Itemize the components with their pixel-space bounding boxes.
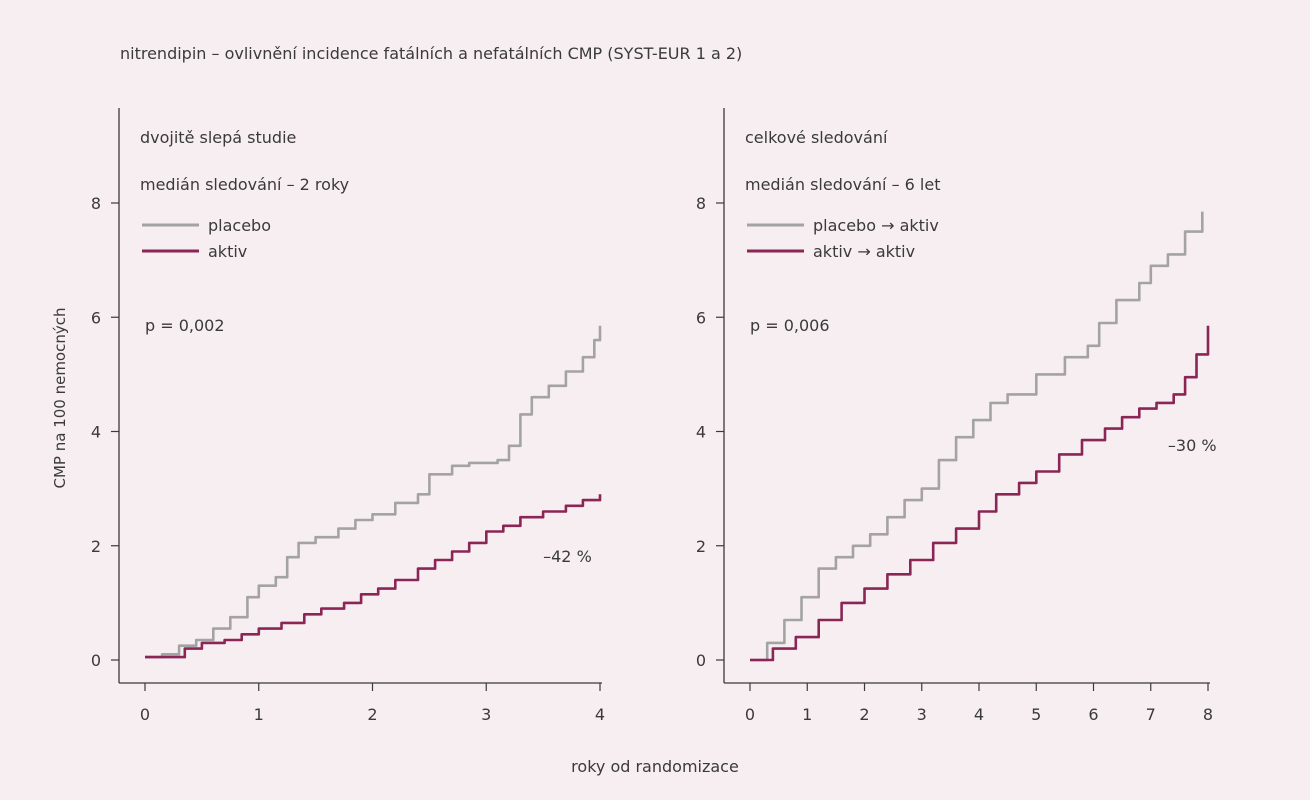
panel-1-y-tick-label: 0 (91, 651, 101, 670)
panel-1-y-tick-label: 6 (91, 308, 101, 327)
panel-2-x-tick-label: 4 (974, 705, 984, 724)
panel-2-x-tick-label: 3 (917, 705, 927, 724)
panel-2-p-value: p = 0,006 (750, 316, 830, 335)
panel-1-p-value: p = 0,002 (145, 316, 225, 335)
panel-1-reduction-label: –42 % (543, 547, 592, 566)
panel-2-subtitle: medián sledování – 6 let (745, 175, 941, 194)
panel-1-x-tick-label: 2 (367, 705, 377, 724)
panel-2-y-tick-label: 2 (696, 537, 706, 556)
panel-1-y-tick-label: 8 (91, 194, 101, 213)
panel-1-x-tick-label: 4 (595, 705, 605, 724)
panel-2-series-2-line (750, 325, 1210, 662)
panel-1-x-tick-label: 3 (481, 705, 491, 724)
panel-1-legend-label-1: placebo (208, 216, 271, 235)
panel-1-y-tick-label: 2 (91, 537, 101, 556)
panel-1-legend-label-2: aktiv (208, 242, 247, 261)
panel-2-title: celkové sledování (745, 128, 888, 147)
panel-2-reduction-label: –30 % (1168, 436, 1217, 455)
panel-2-x-tick-label: 2 (859, 705, 869, 724)
panel-1-title: dvojitě slepá studie (140, 128, 296, 147)
panel-1-subtitle: medián sledování – 2 roky (140, 175, 349, 194)
panel-2-x-tick-label: 1 (802, 705, 812, 724)
panel-2-x-tick-label: 5 (1031, 705, 1041, 724)
panel-2-legend-label-2: aktiv → aktiv (813, 242, 915, 261)
panel-2-y-tick-label: 4 (696, 423, 706, 442)
panel-1-x-tick-label: 1 (254, 705, 264, 724)
panel-1-series-2-line (145, 494, 602, 659)
panel-1-y-tick-label: 4 (91, 423, 101, 442)
panel-1-series-1-line (145, 325, 602, 659)
panel-2-y-tick-label: 8 (696, 194, 706, 213)
panel-2-x-tick-label: 8 (1203, 705, 1213, 724)
panel-2-y-tick-label: 6 (696, 308, 706, 327)
figure-title: nitrendipin – ovlivnění incidence fatáln… (120, 44, 743, 63)
panel-2-legend-label-1: placebo → aktiv (813, 216, 939, 235)
panel-2-x-tick-label: 0 (745, 705, 755, 724)
panel-2-x-tick-label: 7 (1146, 705, 1156, 724)
panel-1-x-tick-label: 0 (140, 705, 150, 724)
x-axis-label: roky od randomizace (571, 757, 739, 776)
panel-2-series-1-line (750, 211, 1204, 662)
panel-2-x-tick-label: 6 (1088, 705, 1098, 724)
panel-2-y-tick-label: 0 (696, 651, 706, 670)
